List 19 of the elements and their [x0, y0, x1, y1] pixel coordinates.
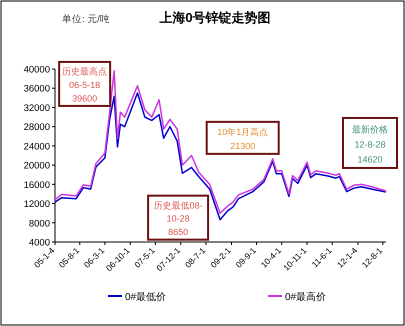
y-tick-label: 32000	[24, 102, 50, 114]
legend-label: 0#最低价	[125, 291, 166, 303]
annotation: 历史最高点 06-5-18 39600	[62, 66, 108, 104]
y-tick-label: 24000	[24, 141, 50, 152]
y-tick-label: 28000	[24, 122, 50, 134]
y-tick-label: 16000	[24, 180, 50, 191]
text: 单位: 元/吨	[62, 13, 110, 25]
y-tick-label: 4000	[28, 238, 50, 248]
y-tick-label: 36000	[24, 84, 50, 95]
chart-title: 上海0号锌锭走势图	[158, 10, 271, 25]
annotation: 历史最低08- 10-28 8650	[154, 200, 203, 237]
y-tick-label: 20000	[24, 160, 50, 172]
annotation: 最新价格 12-8-28 14620	[352, 124, 388, 165]
y-tick-label: 8000	[28, 218, 50, 230]
line-series	[54, 92, 387, 220]
y-tick-label: 12000	[24, 199, 50, 210]
y-tick-label: 40000	[24, 64, 50, 76]
legend-label: 0#最高价	[285, 291, 326, 303]
annotation: 10年1月高点 21300	[217, 127, 268, 151]
